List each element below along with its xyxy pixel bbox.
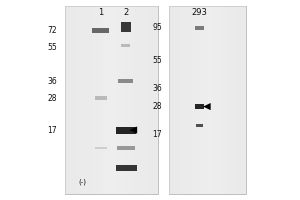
Bar [94, 96, 106, 100]
Text: (-): (-) [79, 179, 86, 185]
Text: 55: 55 [47, 43, 57, 52]
Bar [94, 147, 106, 149]
Bar [74, 6, 79, 194]
Bar [88, 6, 92, 194]
Bar [153, 6, 158, 194]
Bar [238, 6, 242, 194]
Bar [204, 6, 208, 194]
Text: 1: 1 [98, 8, 103, 17]
Polygon shape [130, 126, 137, 134]
Bar [64, 6, 158, 194]
Bar [134, 6, 139, 194]
Text: 293: 293 [192, 8, 207, 17]
Bar [177, 6, 181, 194]
Bar [125, 6, 130, 194]
Bar [111, 6, 116, 194]
Bar [116, 6, 120, 194]
Bar [92, 28, 109, 33]
Bar [64, 6, 69, 194]
Bar [148, 6, 153, 194]
Bar [106, 6, 111, 194]
Text: 72: 72 [47, 26, 57, 35]
Bar [200, 6, 204, 194]
Bar [83, 6, 88, 194]
Bar [118, 79, 134, 83]
Bar [242, 6, 246, 194]
Bar [212, 6, 215, 194]
Bar [231, 6, 235, 194]
Bar [173, 6, 177, 194]
Bar [79, 6, 83, 194]
Bar [117, 146, 135, 150]
Bar [92, 6, 97, 194]
Text: 55: 55 [152, 56, 162, 65]
Text: 28: 28 [152, 102, 162, 111]
Bar [139, 6, 144, 194]
Bar [69, 6, 74, 194]
Bar [196, 6, 200, 194]
Polygon shape [203, 103, 211, 110]
Bar [144, 6, 148, 194]
Text: 36: 36 [47, 77, 57, 86]
Bar [116, 165, 136, 170]
Bar [120, 6, 125, 194]
Bar [235, 6, 238, 194]
Bar [122, 44, 130, 47]
Bar [181, 6, 185, 194]
Bar [102, 6, 106, 194]
Bar [208, 6, 212, 194]
Bar [121, 22, 131, 32]
Bar [116, 127, 136, 134]
Text: 17: 17 [47, 126, 57, 135]
Text: 2: 2 [123, 8, 129, 17]
Bar [185, 6, 189, 194]
Bar [196, 124, 203, 127]
Bar [195, 26, 204, 30]
Bar [189, 6, 193, 194]
Text: 95: 95 [152, 23, 162, 32]
Bar [97, 6, 102, 194]
Text: 28: 28 [47, 94, 57, 103]
Bar [219, 6, 223, 194]
Bar [215, 6, 219, 194]
Bar [169, 6, 173, 194]
Bar [193, 6, 196, 194]
Bar [223, 6, 227, 194]
Bar [195, 104, 204, 109]
Text: 17: 17 [152, 130, 162, 139]
Bar [227, 6, 231, 194]
Bar [169, 6, 246, 194]
Text: 36: 36 [152, 84, 162, 93]
Bar [130, 6, 134, 194]
